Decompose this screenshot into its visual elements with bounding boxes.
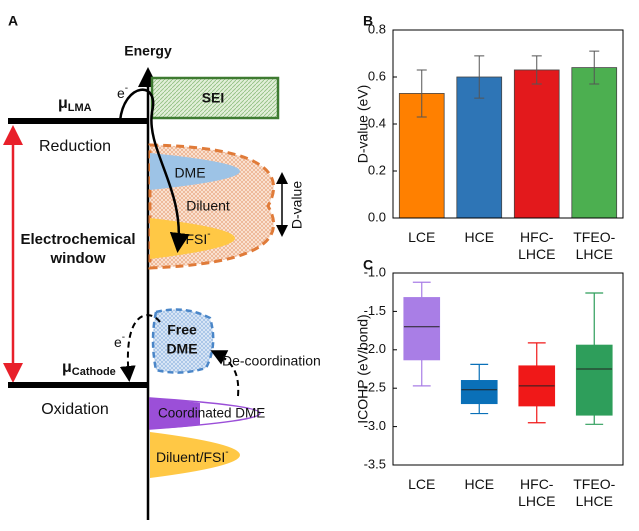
x-tick-line: HFC- — [520, 476, 554, 492]
whisker-lower — [585, 415, 604, 425]
x-tick-line: HFC- — [520, 229, 554, 245]
x-tick-line: LHCE — [576, 493, 613, 509]
whisker-lower — [470, 403, 489, 415]
y-tick-label: 0.2 — [368, 162, 386, 177]
dme-label: DME — [174, 165, 205, 181]
fsi: FSI — [185, 231, 207, 247]
box — [460, 380, 498, 405]
x-tick-line: TFEO- — [573, 476, 615, 492]
bar — [513, 69, 560, 219]
x-tick-label: HFC-LHCE — [518, 229, 555, 262]
x-tick-label: HFC-LHCE — [518, 476, 555, 509]
y-axis-label: D-value (eV) — [355, 85, 371, 164]
x-tick-line: LCE — [408, 229, 435, 245]
x-tick-label: HCE — [464, 229, 494, 245]
diluent-fsi-label: Diluent/FSI- — [156, 447, 229, 465]
x-tick-line: TFEO- — [573, 229, 615, 245]
mu-cathode: μCathode — [62, 359, 116, 378]
x-tick-label: LCE — [408, 476, 435, 492]
error-bar — [589, 50, 600, 85]
error-bar — [531, 55, 542, 85]
y-tick-label: 0.8 — [368, 21, 386, 36]
window-label: window — [50, 250, 106, 267]
bar — [456, 76, 503, 219]
whisker-lower — [527, 405, 546, 424]
decoordination-arrow — [210, 350, 240, 397]
box — [575, 344, 613, 416]
mu: μ — [58, 95, 68, 112]
fsi-label: FSI- — [185, 229, 210, 247]
plot-frame — [392, 29, 624, 219]
y-tick-label: -1.5 — [364, 303, 386, 318]
panel-label: B — [363, 13, 373, 29]
free-dme-label: DME — [166, 341, 197, 357]
whisker-upper — [527, 342, 546, 366]
x-tick-line: HCE — [464, 476, 494, 492]
x-tick-label: HCE — [464, 476, 494, 492]
y-tick-label: -2.5 — [364, 380, 386, 395]
sei-label: SEI — [202, 90, 225, 106]
superscript: - — [122, 332, 125, 343]
error-bar — [416, 69, 427, 118]
whisker-upper — [585, 292, 604, 346]
diluent-fsi-level — [150, 432, 240, 478]
electron: e- — [117, 83, 128, 101]
y-tick-label: -3.5 — [364, 456, 386, 471]
x-tick-label: LCE — [408, 229, 435, 245]
x-tick-label: TFEO-LHCE — [573, 476, 615, 509]
reduction: Reduction — [39, 138, 111, 155]
e: e — [114, 334, 122, 350]
x-tick-line: LHCE — [518, 246, 555, 262]
y-tick-label: -3.0 — [364, 418, 386, 433]
y-tick-label: 0.4 — [368, 115, 386, 130]
coordinated-dme-label: Coordinated DME — [158, 406, 265, 421]
decoordination-label: De-coordination — [222, 353, 321, 369]
subscript: Cathode — [72, 366, 116, 378]
energy-label: Energy — [124, 43, 172, 59]
whisker-lower — [412, 359, 431, 387]
superscript: - — [207, 229, 210, 240]
oxidation: Oxidation — [41, 401, 109, 418]
panel-label: A — [8, 13, 18, 29]
y-tick-label: -2.0 — [364, 341, 386, 356]
window-label: Electrochemical — [20, 231, 135, 248]
whisker-upper — [470, 363, 489, 381]
dme-level — [150, 153, 240, 190]
bar — [571, 67, 618, 219]
diluent-fsi: Diluent/FSI — [156, 449, 225, 465]
superscript: - — [225, 447, 228, 458]
y-tick-label: 0.0 — [368, 209, 386, 224]
plot-frame — [392, 272, 624, 466]
box — [403, 297, 441, 361]
whisker-upper — [412, 281, 431, 298]
free-dme-label: Free — [167, 322, 197, 338]
y-axis-label: ICOHP (eV/bond) — [355, 314, 371, 423]
chart: C ICOHP (eV/bond) -3.5 -3.0 -2.5 -2.0 -1.5 -1.0… — [355, 257, 624, 509]
error-bar — [474, 55, 485, 99]
panel-a: A Energy μLMA e- SEI Reduction Electroch… — [3, 13, 321, 520]
e: e — [117, 85, 125, 101]
subscript: LMA — [68, 102, 92, 114]
free-dme-blob — [151, 308, 215, 374]
y-tick-label: -1.0 — [364, 264, 386, 279]
mu-lma: μLMA — [58, 95, 92, 114]
x-tick-line: LHCE — [518, 493, 555, 509]
superscript: - — [125, 83, 128, 94]
diluent-label: Diluent — [186, 198, 230, 214]
coordinated-dme-fill — [150, 398, 200, 429]
x-tick-line: HCE — [464, 229, 494, 245]
mu: μ — [62, 359, 72, 376]
x-tick-line: LCE — [408, 476, 435, 492]
x-tick-line: LHCE — [576, 246, 613, 262]
x-tick-label: TFEO-LHCE — [573, 229, 615, 262]
electron-path — [118, 88, 190, 253]
d-value-label: D-value — [289, 181, 305, 229]
y-tick-label: 0.6 — [368, 68, 386, 83]
electron: e- — [114, 332, 125, 350]
electron-path — [119, 314, 161, 382]
panel-label: C — [363, 257, 373, 273]
